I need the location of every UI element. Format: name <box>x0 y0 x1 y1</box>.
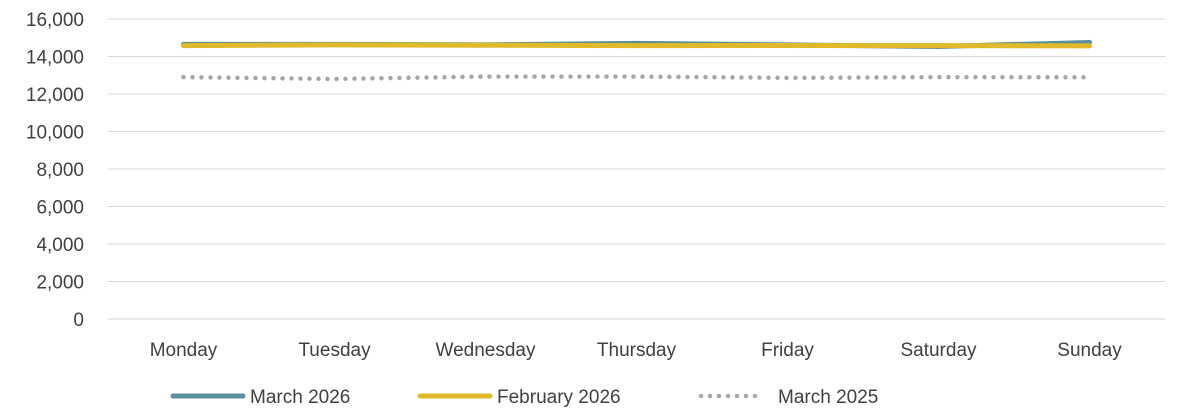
x-tick-label: Saturday <box>900 340 977 361</box>
legend-label: March 2026 <box>250 387 350 408</box>
legend-item: March 2025 <box>698 387 878 408</box>
x-tick-label: Wednesday <box>436 340 536 361</box>
series-lines <box>181 39 1092 82</box>
x-tick-label: Sunday <box>1057 340 1122 361</box>
y-tick-label: 2,000 <box>36 273 84 294</box>
legend-item: March 2026 <box>170 387 350 408</box>
y-tick-label: 4,000 <box>36 235 84 256</box>
x-tick-label: Friday <box>761 340 814 361</box>
x-axis-tick-labels: Monday Tuesday Wednesday Thursday Friday Satu… <box>150 340 1123 361</box>
y-tick-label: 8,000 <box>36 160 84 181</box>
y-tick-label: 14,000 <box>26 48 84 69</box>
series-line <box>181 42 1092 49</box>
y-tick-label: 12,000 <box>26 85 84 106</box>
x-tick-label: Monday <box>150 340 218 361</box>
y-tick-label: 16,000 <box>26 10 84 31</box>
legend: March 2026 February 2026 March 2025 <box>170 387 878 408</box>
y-axis-tick-labels: 0 2,000 4,000 6,000 8,000 10,000 12,000 14,000 1… <box>26 10 84 331</box>
series-line <box>181 74 1092 82</box>
y-tick-label: 6,000 <box>36 198 84 219</box>
legend-label: February 2026 <box>497 387 621 408</box>
y-tick-label: 10,000 <box>26 123 84 144</box>
legend-item: February 2026 <box>417 387 621 408</box>
gridlines <box>108 18 1165 320</box>
x-tick-label: Tuesday <box>298 340 371 361</box>
y-tick-label: 0 <box>73 310 84 331</box>
x-tick-label: Thursday <box>597 340 677 361</box>
legend-label: March 2025 <box>778 387 878 408</box>
